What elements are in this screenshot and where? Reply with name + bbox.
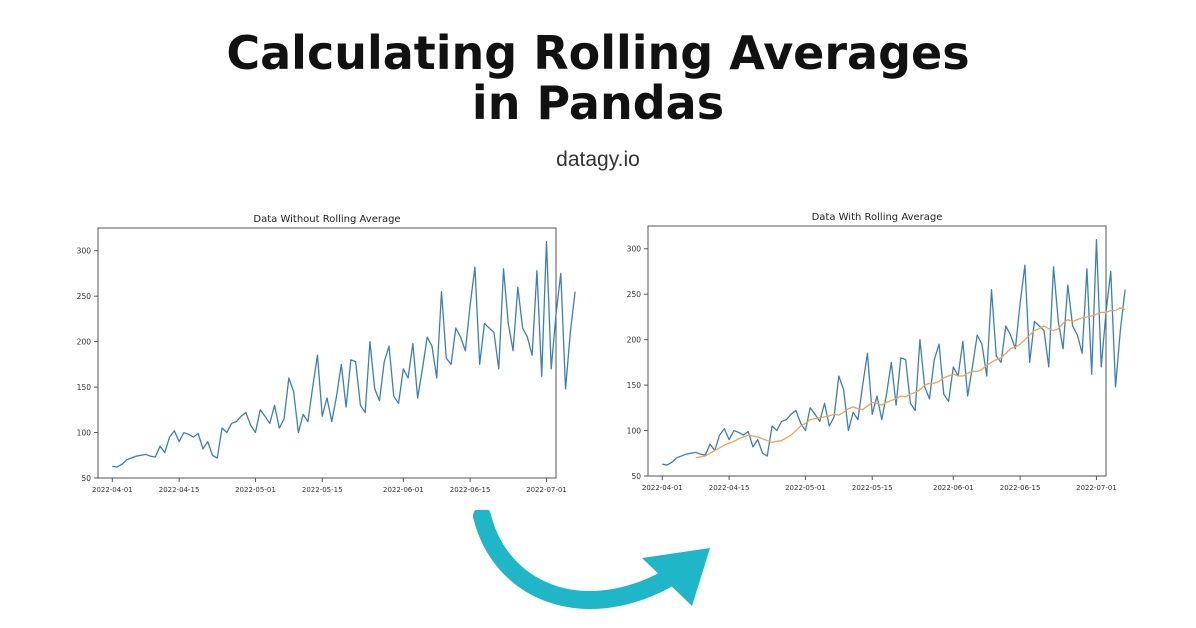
x-tick-label: 2022-06-01 xyxy=(383,486,424,494)
y-tick-label: 200 xyxy=(77,338,92,347)
rolling-average-line xyxy=(695,307,1126,459)
y-tick-label: 100 xyxy=(77,429,92,438)
x-tick-label: 2022-06-15 xyxy=(1000,484,1041,492)
y-tick-label: 250 xyxy=(77,292,92,301)
arrow-body xyxy=(473,510,674,609)
y-tick-label: 300 xyxy=(77,247,92,256)
x-tick-label: 2022-05-15 xyxy=(302,486,343,494)
x-tick-label: 2022-04-15 xyxy=(159,486,200,494)
x-tick-label: 2022-04-01 xyxy=(642,484,683,492)
y-tick-label: 150 xyxy=(627,381,642,390)
plot-frame xyxy=(647,225,1107,477)
page-title: Calculating Rolling Averages in Pandas xyxy=(0,28,1196,128)
site-name: datagy.io xyxy=(556,148,640,171)
plot-frame xyxy=(97,227,557,479)
y-tick-label: 50 xyxy=(631,472,641,481)
y-tick-label: 200 xyxy=(627,336,642,345)
x-tick-label: 2022-05-15 xyxy=(852,484,893,492)
title-line-2: in Pandas xyxy=(471,76,725,130)
x-tick-label: 2022-07-01 xyxy=(1076,484,1117,492)
curved-arrow-icon xyxy=(473,510,710,609)
chart-left-svg: Data Without Rolling Average 50 100 150 200 2… xyxy=(77,214,576,494)
x-tick-label: 2022-04-01 xyxy=(92,486,133,494)
y-tick-label: 300 xyxy=(627,245,642,254)
y-tick-label: 150 xyxy=(77,383,92,392)
chart-right-svg: Data With Rolling Average 50 100 150 200 250 3… xyxy=(627,212,1126,492)
y-tick-label: 50 xyxy=(81,474,91,483)
raw-data-line xyxy=(662,238,1126,466)
x-tick-label: 2022-05-01 xyxy=(235,486,276,494)
x-tick-label: 2022-04-15 xyxy=(709,484,750,492)
x-tick-label: 2022-06-15 xyxy=(450,486,491,494)
title-line-1: Calculating Rolling Averages xyxy=(226,26,970,80)
x-tick-label: 2022-06-01 xyxy=(933,484,974,492)
y-tick-label: 250 xyxy=(627,290,642,299)
y-tick-label: 100 xyxy=(627,427,642,436)
raw-data-line xyxy=(112,240,576,468)
chart-with-rolling-average: Data With Rolling Average 50 100 150 200 250 3… xyxy=(606,204,1126,500)
chart-title: Data Without Rolling Average xyxy=(253,214,400,225)
x-tick-label: 2022-07-01 xyxy=(526,486,567,494)
chart-without-rolling-average: Data Without Rolling Average 50 100 150 200 2… xyxy=(56,206,576,502)
x-tick-label: 2022-05-01 xyxy=(785,484,826,492)
chart-title: Data With Rolling Average xyxy=(812,212,943,223)
arrow-head xyxy=(642,548,710,606)
